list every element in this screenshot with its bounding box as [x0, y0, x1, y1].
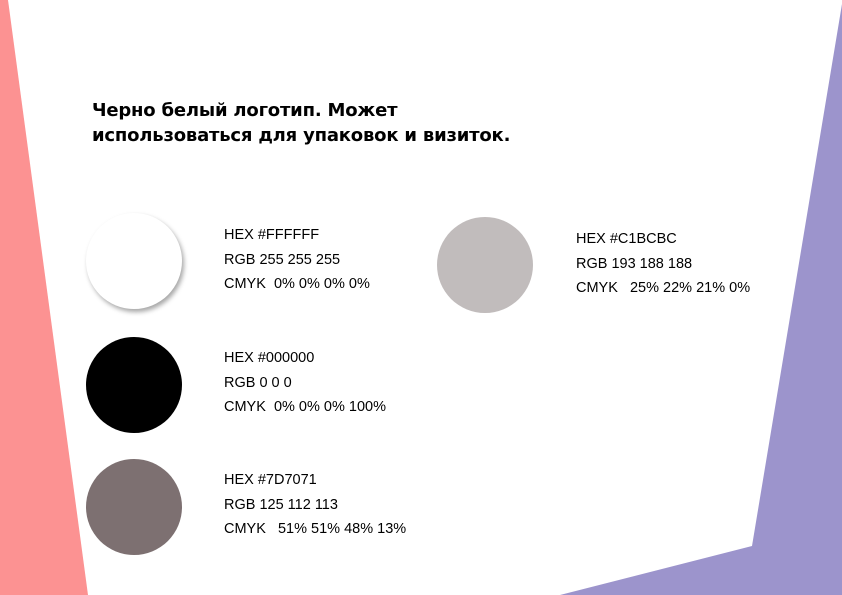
cmyk-value: CMYK 0% 0% 0% 0% — [224, 276, 370, 292]
hex-value: HEX #C1BCBC — [576, 231, 677, 247]
right-purple-shape — [560, 4, 842, 595]
left-pink-shape — [0, 0, 88, 595]
swatch-white — [86, 213, 182, 309]
hex-value: HEX #FFFFFF — [224, 227, 320, 243]
cmyk-value: CMYK 25% 22% 21% 0% — [576, 280, 751, 296]
title-line-1: Черно белый логотип. Может — [92, 100, 398, 121]
color-info-white: HEX #FFFFFF RGB 255 255 255 CMYK 0% 0% 0… — [224, 223, 370, 297]
page-title: Черно белый логотип. Может использоватьс… — [92, 98, 510, 148]
rgb-value: RGB 193 188 188 — [576, 255, 693, 272]
swatch-taupe — [86, 459, 182, 555]
swatch-light-gray — [437, 217, 533, 313]
color-info-taupe: HEX #7D7071 RGB 125 112 113 CMYK 51% 51%… — [224, 468, 406, 542]
hex-value: HEX #7D7071 — [224, 472, 317, 488]
title-line-2: использоваться для упаковок и визиток. — [92, 125, 511, 146]
hex-value: HEX #000000 — [224, 350, 315, 366]
rgb-value: RGB 255 255 255 — [224, 251, 341, 268]
rgb-value: RGB 0 0 0 — [224, 374, 292, 391]
cmyk-value: CMYK 51% 51% 48% 13% — [224, 521, 407, 537]
rgb-value: RGB 125 112 113 — [224, 496, 338, 513]
color-info-light-gray: HEX #C1BCBC RGB 193 188 188 CMYK 25% 22%… — [576, 227, 750, 301]
swatch-black — [86, 337, 182, 433]
color-info-black: HEX #000000 RGB 0 0 0 CMYK 0% 0% 0% 100% — [224, 346, 386, 420]
cmyk-value: CMYK 0% 0% 0% 100% — [224, 399, 386, 415]
